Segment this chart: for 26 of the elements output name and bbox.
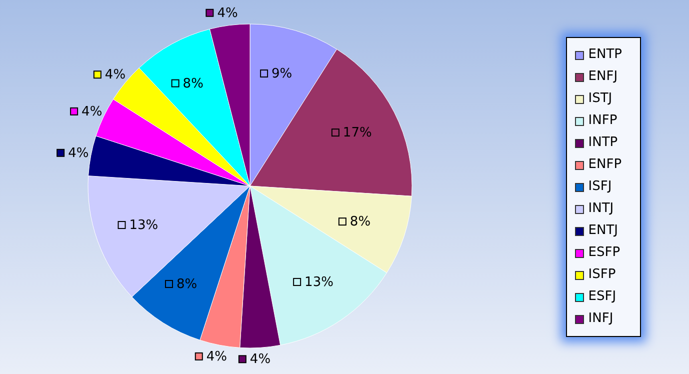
data-label: 9% xyxy=(272,66,292,82)
data-label: 8% xyxy=(176,276,198,292)
data-label: 13% xyxy=(129,218,158,234)
legend-label: ENFP xyxy=(588,156,622,174)
legend-label: INFJ xyxy=(588,310,614,328)
legend-label: INTJ xyxy=(588,200,614,218)
legend-label: ENFJ xyxy=(588,68,618,86)
data-label: 4% xyxy=(82,104,102,120)
data-label: 4% xyxy=(206,349,228,364)
legend-label: ISFJ xyxy=(588,178,612,196)
legend-label: ESFJ xyxy=(588,288,616,306)
data-label: 17% xyxy=(342,126,372,141)
legend-label: ENTJ xyxy=(588,222,618,240)
data-label: 8% xyxy=(182,76,204,92)
legend-label: INTP xyxy=(588,134,618,152)
data-label: 4% xyxy=(217,6,238,21)
data-label: 4% xyxy=(68,146,89,161)
data-label: 13% xyxy=(304,274,334,290)
legend-label: ISFP xyxy=(588,266,616,284)
data-label: 4% xyxy=(250,352,271,368)
legend-label: ISTJ xyxy=(588,90,612,108)
legend-label: ENTP xyxy=(588,46,622,64)
legend-label: ESFP xyxy=(588,244,620,262)
data-label: 4% xyxy=(104,68,126,83)
legend-label: INFP xyxy=(588,112,618,130)
data-label: 8% xyxy=(350,214,371,230)
